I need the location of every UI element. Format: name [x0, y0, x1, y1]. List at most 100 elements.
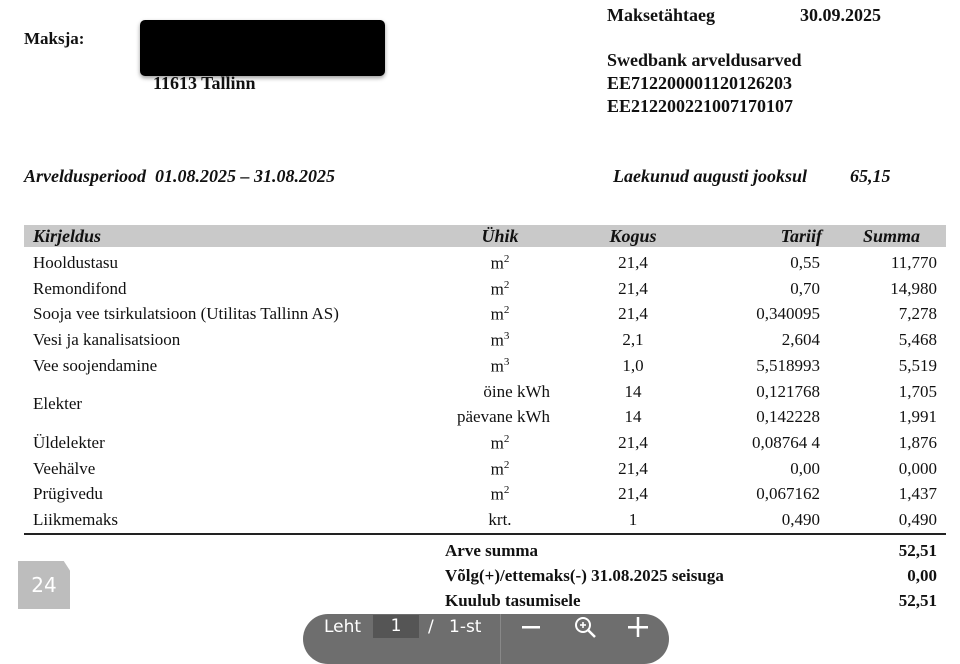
row-tariff: 5,518993	[660, 356, 820, 376]
row-sum: 1,991	[800, 407, 937, 427]
row-description: Prügivedu	[33, 484, 103, 504]
row-unit: m3	[450, 356, 550, 377]
received-label: Laekunud augusti jooksul	[613, 166, 808, 186]
row-unit: m2	[450, 459, 550, 480]
row-sum-text: 11,770	[890, 253, 937, 272]
row-unit: m2	[450, 484, 550, 505]
row-quantity: 1,0	[583, 356, 683, 376]
row-quantity: 21,4	[583, 304, 683, 324]
row-quantity: 14	[583, 407, 683, 427]
row-description: Hooldustasu	[33, 253, 118, 273]
row-quantity: 14	[583, 382, 683, 402]
row-tariff-text: 5,518993	[756, 355, 820, 375]
row-sum: 1,437	[800, 484, 937, 504]
row-unit-text: m	[490, 279, 504, 299]
row-unit: krt.	[450, 510, 550, 530]
row-quantity-text: 1,0	[622, 355, 644, 375]
iban-1: EE712200001120126203	[607, 73, 793, 93]
row-sum: 5,519	[800, 356, 937, 376]
row-unit: m2	[450, 304, 550, 325]
row-sum-text: 1,437	[898, 484, 937, 504]
redacted-payer-name	[140, 20, 385, 76]
row-tariff-text: 0,340095	[756, 304, 820, 324]
row-unit-text: m	[490, 484, 504, 504]
total-value: 52,51	[898, 541, 937, 560]
unit-exponent: 2	[503, 484, 510, 497]
row-description-text: Veehälve	[33, 458, 96, 478]
row-tariff: 0,70	[660, 279, 820, 299]
row-sum: 0,490	[800, 510, 937, 530]
row-unit-text: m	[490, 433, 504, 453]
plus-icon	[628, 617, 648, 637]
payer-label: Maksja:	[24, 29, 85, 48]
payable-value: 52,51	[898, 591, 937, 610]
page-label: Leht	[324, 617, 362, 637]
row-description: Remondifond	[33, 279, 127, 299]
row-quantity-text: 1	[628, 510, 638, 529]
row-quantity: 2,1	[583, 330, 683, 350]
row-sum-text: 0,490	[898, 510, 937, 529]
row-quantity: 21,4	[583, 433, 683, 453]
row-description-text: Vee soojendamine	[33, 355, 158, 375]
row-sum: 1,876	[800, 433, 937, 453]
row-description: Liikmemaks	[33, 510, 118, 530]
unit-exponent: 2	[503, 253, 510, 265]
debt-label: Võlg(+)/ettemaks(-) 31.08.2025 seisuga	[445, 566, 724, 585]
debt-value: 0,00	[907, 566, 937, 585]
iban-2: EE212200221007170107	[607, 96, 794, 116]
col-tariif: Tariif	[780, 226, 822, 246]
row-description-text: Sooja vee tsirkulatsioon (Utilitas Talli…	[33, 304, 339, 324]
col-uhik: Ühik	[481, 226, 519, 246]
row-description: Elekter	[33, 394, 82, 414]
row-quantity-text: 2,1	[622, 330, 644, 350]
minus-icon	[522, 626, 540, 629]
row-unit-text: öine kWh	[483, 381, 550, 401]
row-tariff-text: 0,08764 4	[752, 432, 820, 452]
row-sum-text: 7,278	[898, 304, 937, 324]
row-quantity: 21,4	[583, 253, 683, 273]
row-description-text: Vesi ja kanalisatsioon	[33, 330, 181, 350]
row-quantity-text: 21,4	[618, 458, 648, 478]
row-tariff-text: 0,121768	[756, 381, 820, 401]
zoom-in-button[interactable]	[621, 610, 655, 644]
row-tariff-text: 0,70	[790, 278, 820, 298]
row-sum-text: 5,519	[898, 355, 937, 375]
received-value: 65,15	[850, 166, 891, 186]
row-quantity-text: 21,4	[618, 432, 648, 452]
page-input[interactable]: 1	[373, 615, 419, 638]
row-sum: 11,770	[800, 253, 937, 273]
row-quantity: 21,4	[583, 484, 683, 504]
row-unit-text: m	[490, 330, 504, 350]
row-sum-text: 1,705	[898, 381, 937, 401]
row-tariff-text: 0,00	[790, 458, 820, 478]
row-description: Üldelekter	[33, 433, 105, 453]
payer-city: 11613 Tallinn	[153, 73, 256, 93]
row-description: Sooja vee tsirkulatsioon (Utilitas Talli…	[33, 304, 339, 324]
payable-label: Kuulub tasumisele	[445, 591, 581, 610]
row-sum: 14,980	[800, 279, 937, 299]
row-sum: 0,000	[800, 459, 937, 479]
row-description-text: Prügivedu	[33, 484, 103, 504]
zoom-fit-button[interactable]	[568, 610, 602, 644]
row-tariff: 0,142228	[660, 407, 820, 427]
row-unit-text: päevane kWh	[457, 407, 550, 427]
row-sum-text: 1,991	[898, 407, 937, 427]
zoom-icon	[575, 617, 596, 638]
row-tariff: 0,55	[660, 253, 820, 273]
row-unit: m2	[450, 279, 550, 300]
unit-exponent: 2	[503, 278, 510, 291]
bank-label: Swedbank arveldusarved	[607, 50, 802, 70]
row-quantity-text: 14	[624, 407, 642, 427]
row-description-text: Liikmemaks	[33, 510, 118, 529]
due-label: Maksetähtaeg	[607, 5, 715, 25]
row-sum: 1,705	[800, 382, 937, 402]
row-quantity: 21,4	[583, 279, 683, 299]
row-sum: 7,278	[800, 304, 937, 324]
col-kogus: Kogus	[609, 226, 657, 246]
row-unit: päevane kWh	[380, 407, 550, 427]
row-tariff: 0,08764 4	[660, 433, 820, 453]
row-unit: m2	[450, 253, 550, 274]
row-sum-text: 5,468	[898, 330, 937, 350]
zoom-out-button[interactable]	[514, 610, 548, 644]
total-label: Arve summa	[445, 541, 539, 560]
